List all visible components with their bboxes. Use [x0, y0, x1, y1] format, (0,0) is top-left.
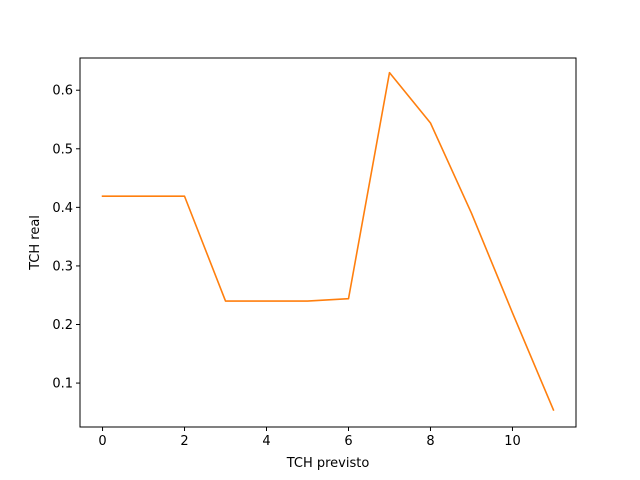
x-tick-label: 10 — [504, 434, 521, 449]
series-line — [101, 71, 555, 412]
y-tick-label: 0.5 — [52, 142, 73, 157]
y-tick-label: 0.1 — [52, 377, 73, 392]
x-tick-label: 8 — [426, 434, 434, 449]
x-tick-label: 0 — [98, 434, 106, 449]
x-tick-label: 6 — [344, 434, 352, 449]
axis-ticks: 0 2 4 6 8 10 0.1 0.2 0.3 0.4 0.5 0.6 — [52, 84, 520, 449]
y-tick-label: 0.2 — [52, 318, 73, 333]
y-axis-label: TCH real — [28, 215, 43, 271]
x-tick-label: 4 — [262, 434, 270, 449]
plot-area — [101, 71, 555, 412]
x-tick-label: 2 — [180, 434, 188, 449]
y-tick-label: 0.4 — [52, 201, 73, 216]
axes-frame — [79, 57, 577, 428]
y-tick-label: 0.3 — [52, 259, 73, 274]
x-axis-label: TCH previsto — [286, 456, 370, 471]
y-tick-label: 0.6 — [52, 84, 73, 99]
